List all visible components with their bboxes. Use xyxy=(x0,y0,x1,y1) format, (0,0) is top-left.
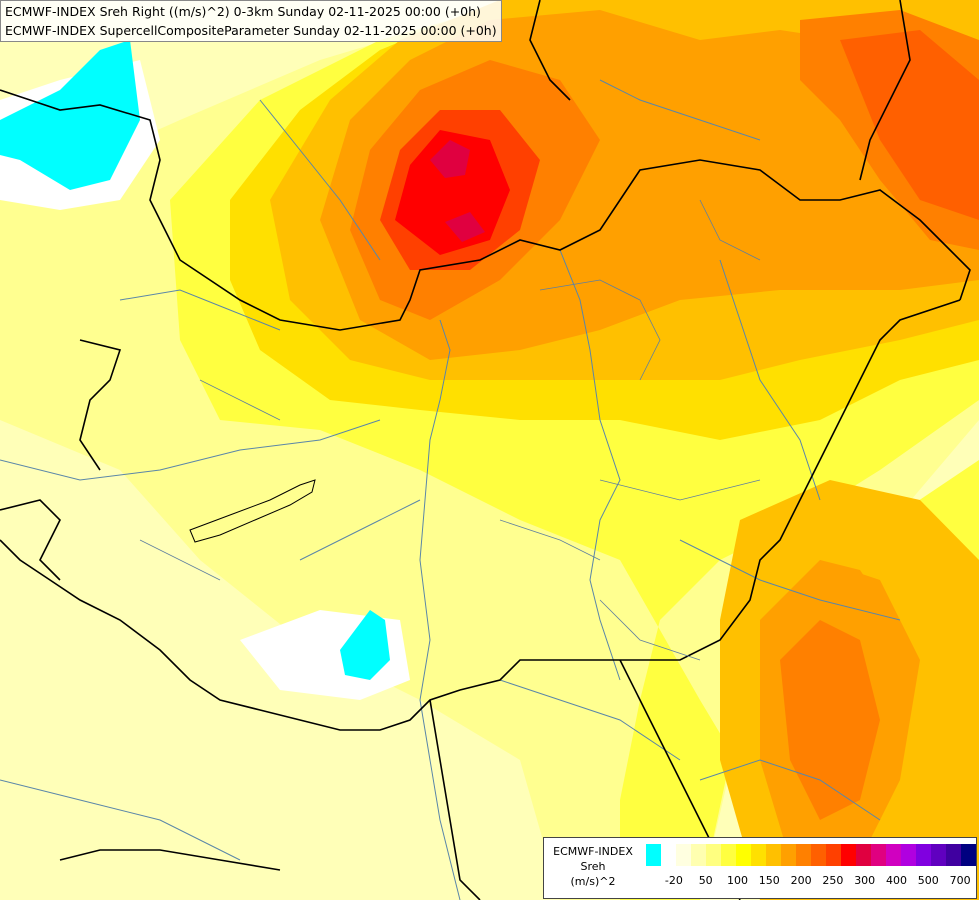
legend-swatch xyxy=(961,844,976,866)
legend-ticks: -20 50 100 150 200 250 300 400 500 700 xyxy=(646,874,976,890)
field-band-crimson xyxy=(430,140,470,178)
lake-balaton xyxy=(189,479,316,543)
legend-swatch xyxy=(781,844,796,866)
legend-swatch xyxy=(856,844,871,866)
legend-tick-label: 100 xyxy=(727,874,748,887)
admin-borders xyxy=(139,199,761,661)
legend-swatch xyxy=(691,844,706,866)
field-band-red xyxy=(395,130,510,255)
field-negative-nw-cyan xyxy=(0,40,140,190)
field-band-crimson-2 xyxy=(445,212,485,242)
legend-swatch xyxy=(901,844,916,866)
color-legend: ECMWF-INDEX Sreh (m/s)^2 -20 50 100 150 200 2… xyxy=(543,837,977,899)
legend-swatch xyxy=(751,844,766,866)
legend-swatch xyxy=(916,844,931,866)
legend-tick-label: 700 xyxy=(949,874,971,887)
legend-swatch xyxy=(796,844,811,866)
field-band-se-orange-4 xyxy=(820,560,880,620)
legend-tick-label: 200 xyxy=(790,874,812,887)
legend-swatches xyxy=(646,844,976,866)
map-title-line2: ECMWF-INDEX SupercellCompositeParameter … xyxy=(5,23,497,38)
legend-title: ECMWF-INDEX Sreh (m/s)^2 xyxy=(544,844,642,889)
field-band-se-orange-3 xyxy=(780,620,880,820)
legend-tick-label: 150 xyxy=(758,874,780,887)
legend-tick-label: 400 xyxy=(886,874,907,887)
field-negative-lake-cyan xyxy=(340,610,390,680)
legend-title-line1: ECMWF-INDEX xyxy=(553,845,633,858)
legend-tick-label: 250 xyxy=(822,874,844,887)
legend-swatch xyxy=(841,844,856,866)
map-title-line1: ECMWF-INDEX Sreh Right ((m/s)^2) 0-3km S… xyxy=(5,4,481,19)
legend-swatch xyxy=(826,844,841,866)
legend-swatch xyxy=(766,844,781,866)
legend-swatch xyxy=(931,844,946,866)
rivers xyxy=(0,79,901,900)
legend-swatch xyxy=(811,844,826,866)
legend-swatch xyxy=(736,844,751,866)
legend-swatch xyxy=(646,844,661,866)
legend-tick-label: 50 xyxy=(698,874,713,887)
legend-swatch xyxy=(721,844,736,866)
legend-swatch xyxy=(946,844,961,866)
legend-tick-label: -20 xyxy=(664,874,683,887)
legend-tick-label: 500 xyxy=(917,874,939,887)
field-band-red-orange-ne xyxy=(840,30,979,220)
legend-swatch xyxy=(886,844,901,866)
legend-swatch xyxy=(661,844,676,866)
legend-title-line3: (m/s)^2 xyxy=(570,875,616,888)
map-title-box: ECMWF-INDEX Sreh Right ((m/s)^2) 0-3km S… xyxy=(0,0,502,42)
legend-swatch xyxy=(706,844,721,866)
legend-swatch xyxy=(676,844,691,866)
legend-tick-label: 300 xyxy=(854,874,876,887)
legend-title-line2: Sreh xyxy=(580,860,606,873)
legend-swatch xyxy=(871,844,886,866)
